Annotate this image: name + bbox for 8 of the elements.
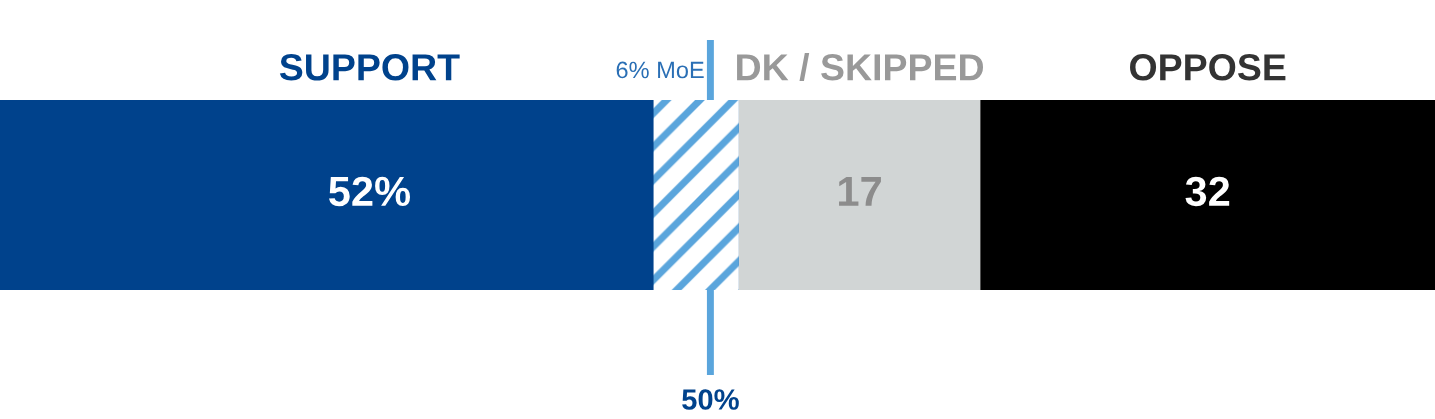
series-label: DK / SKIPPED [737, 53, 984, 81]
data-label: 52% [328, 176, 411, 207]
series-label: OPPOSE [1130, 54, 1286, 81]
series-label: SUPPORT [279, 54, 460, 81]
data-label: 17 [839, 177, 881, 206]
ref-line-label: 50% [682, 389, 739, 410]
band-label: 6% MoE [616, 61, 704, 79]
data-label: 32 [1185, 176, 1230, 207]
